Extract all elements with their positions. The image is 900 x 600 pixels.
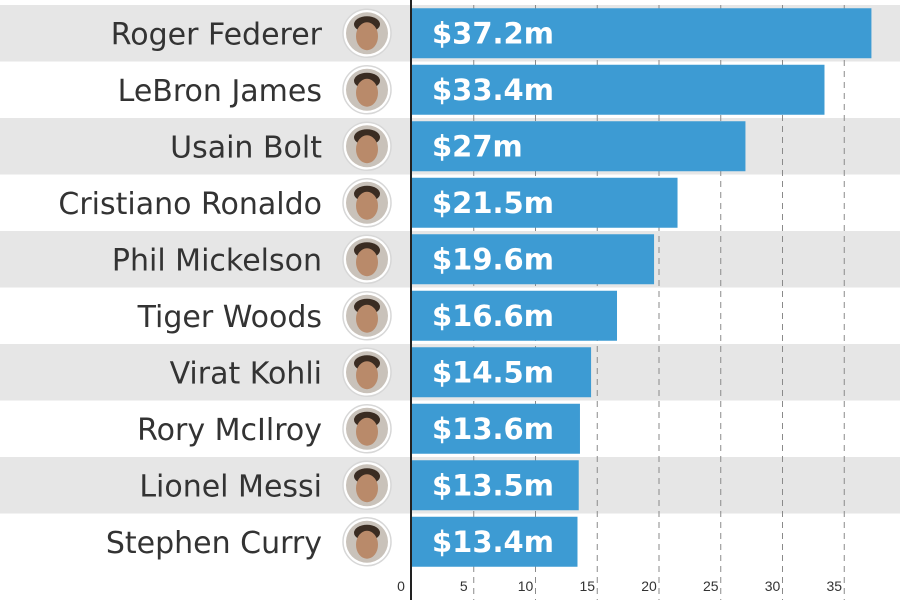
category-labels: Roger Federer LeBron James Usain Bolt Crist… bbox=[58, 17, 322, 561]
bar bbox=[412, 347, 592, 398]
x-tick-label: 35 bbox=[826, 578, 842, 594]
bar bbox=[412, 460, 579, 511]
athlete-photo-icon bbox=[342, 8, 392, 58]
athlete-photo-icon bbox=[342, 65, 392, 115]
category-label: Lionel Messi bbox=[139, 469, 322, 504]
value-label: $14.5m bbox=[432, 355, 554, 389]
value-label: $33.4m bbox=[432, 73, 554, 107]
x-tick-label: 10 bbox=[518, 578, 534, 594]
value-label: $16.6m bbox=[432, 299, 554, 333]
category-label: Phil Mickelson bbox=[112, 243, 322, 278]
avatars bbox=[342, 8, 392, 567]
athlete-photo-icon bbox=[342, 347, 392, 397]
value-labels: $37.2m $33.4m $27m $21.5m $19.6m $16.6m $14.5m… bbox=[432, 16, 554, 559]
bar bbox=[412, 290, 618, 341]
x-tick-label: 15 bbox=[579, 578, 595, 594]
category-label: Stephen Curry bbox=[106, 526, 322, 561]
bar bbox=[412, 8, 872, 59]
value-label: $21.5m bbox=[432, 186, 554, 220]
bar bbox=[412, 64, 825, 115]
x-tick-label: 20 bbox=[641, 578, 657, 594]
bar bbox=[412, 403, 580, 454]
category-label: Roger Federer bbox=[111, 17, 323, 52]
x-tick-labels: 0 5 10 15 20 25 30 35 bbox=[397, 578, 842, 594]
category-label: Tiger Woods bbox=[137, 300, 322, 335]
value-label: $13.6m bbox=[432, 412, 554, 446]
value-label: $13.5m bbox=[432, 468, 554, 502]
athlete-photo-icon bbox=[342, 234, 392, 284]
x-tick-label: 0 bbox=[397, 578, 405, 594]
x-tick-label: 25 bbox=[703, 578, 719, 594]
category-label: Rory McIlroy bbox=[137, 413, 322, 448]
category-label: Virat Kohli bbox=[170, 356, 322, 391]
value-label: $19.6m bbox=[432, 242, 554, 276]
bar bbox=[412, 121, 746, 172]
bar bbox=[412, 516, 578, 567]
athlete-photo-icon bbox=[342, 517, 392, 567]
bar bbox=[412, 234, 655, 285]
athlete-photo-icon bbox=[342, 404, 392, 454]
category-label: LeBron James bbox=[118, 74, 322, 109]
value-label: $27m bbox=[432, 129, 523, 163]
value-label: $13.4m bbox=[432, 525, 554, 559]
x-tick-label: 5 bbox=[460, 578, 468, 594]
bars bbox=[412, 8, 872, 567]
athlete-photo-icon bbox=[342, 460, 392, 510]
bar bbox=[412, 177, 678, 228]
x-tick-label: 30 bbox=[765, 578, 781, 594]
athlete-photo-icon bbox=[342, 121, 392, 171]
category-label: Usain Bolt bbox=[170, 130, 322, 165]
athlete-photo-icon bbox=[342, 291, 392, 341]
value-label: $37.2m bbox=[432, 16, 554, 50]
category-label: Cristiano Ronaldo bbox=[58, 187, 322, 222]
athlete-photo-icon bbox=[342, 178, 392, 228]
